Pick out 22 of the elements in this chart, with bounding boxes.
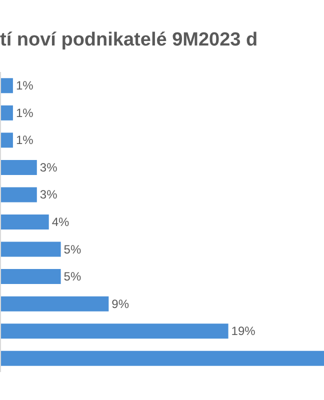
bar bbox=[1, 296, 109, 312]
data-label: 3% bbox=[40, 188, 58, 202]
data-label: 5% bbox=[64, 242, 82, 256]
bar bbox=[1, 132, 13, 148]
bar bbox=[1, 160, 37, 175]
data-label: 19% bbox=[231, 324, 256, 338]
data-label: 1% bbox=[16, 78, 34, 93]
bar bbox=[1, 324, 228, 339]
data-label: 1% bbox=[16, 133, 34, 148]
data-label: 5% bbox=[64, 270, 82, 284]
data-label: 3% bbox=[40, 160, 58, 174]
data-label: 9% bbox=[112, 296, 130, 311]
bar bbox=[1, 78, 13, 94]
bar bbox=[1, 242, 61, 257]
bar bbox=[1, 214, 49, 230]
bar bbox=[1, 187, 37, 202]
data-label: 1% bbox=[16, 106, 34, 120]
bar bbox=[1, 269, 61, 284]
data-label: 4% bbox=[52, 215, 70, 229]
chart-title: tí noví podnikatelé 9M2023 d bbox=[0, 29, 258, 50]
bar bbox=[1, 350, 324, 366]
bar bbox=[1, 105, 13, 120]
